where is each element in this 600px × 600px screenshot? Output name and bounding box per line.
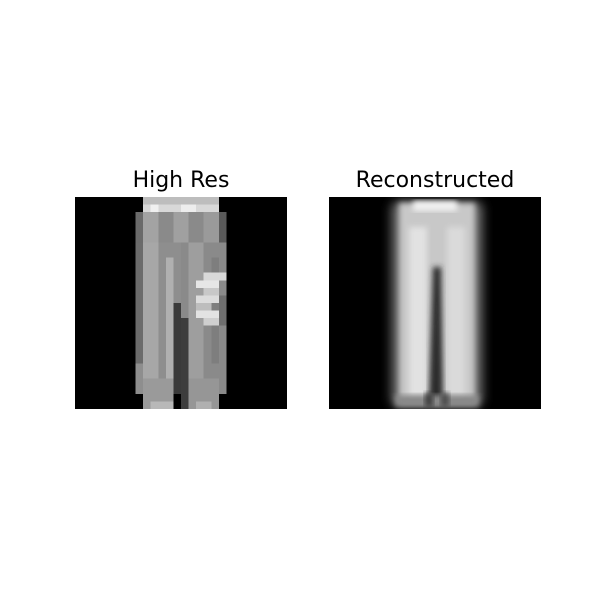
reconstructed-trousers-image	[329, 197, 541, 409]
high-res-panel: High Res	[75, 165, 287, 409]
reconstructed-image	[329, 197, 541, 409]
high-res-image	[75, 197, 287, 409]
reconstructed-panel: Reconstructed	[329, 165, 541, 409]
high-res-trousers-image	[75, 197, 287, 409]
high-res-title: High Res	[132, 168, 230, 193]
reconstructed-title: Reconstructed	[355, 168, 515, 193]
